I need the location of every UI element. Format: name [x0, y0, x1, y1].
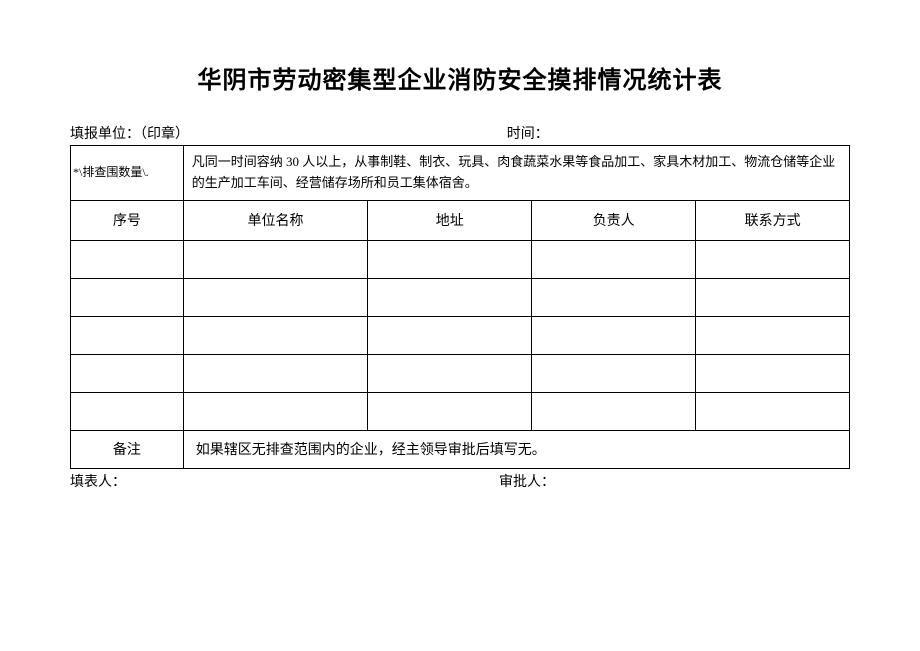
scope-description-cell: 凡同一时间容纳 30 人以上，从事制鞋、制衣、玩具、肉食蔬菜水果等食品加工、家具…: [183, 146, 849, 201]
table-row: [71, 354, 850, 392]
preparer-label: 填表人：: [70, 471, 499, 491]
col-header-unit-name: 单位名称: [183, 200, 367, 240]
reporting-unit-label: 填报单位：（印章）: [70, 123, 507, 143]
table-row: [71, 392, 850, 430]
table-row: [71, 240, 850, 278]
table-cell: [183, 240, 367, 278]
table-row: [71, 316, 850, 354]
table-cell: [532, 354, 696, 392]
table-cell: [696, 316, 850, 354]
table-cell: [71, 316, 184, 354]
table-cell: [696, 278, 850, 316]
table-cell: [183, 354, 367, 392]
footer-row: 填表人： 审批人：: [70, 471, 850, 491]
page-title: 华阴市劳动密集型企业消防安全摸排情况统计表: [70, 60, 850, 95]
table-row: [71, 278, 850, 316]
table-cell: [71, 354, 184, 392]
header-row: 填报单位：（印章） 时间：: [70, 123, 850, 143]
table-cell: [696, 240, 850, 278]
table-cell: [368, 354, 532, 392]
col-header-person: 负责人: [532, 200, 696, 240]
table-cell: [532, 392, 696, 430]
table-cell: [696, 354, 850, 392]
remark-row: 备注 如果辖区无排查范围内的企业，经主领导审批后填写无。: [71, 430, 850, 468]
table-cell: [368, 392, 532, 430]
table-cell: [71, 392, 184, 430]
table-cell: [183, 392, 367, 430]
data-table: *\排查围数量\. 凡同一时间容纳 30 人以上，从事制鞋、制衣、玩具、肉食蔬菜…: [70, 145, 850, 469]
table-cell: [368, 316, 532, 354]
table-cell: [532, 240, 696, 278]
remark-text-cell: 如果辖区无排查范围内的企业，经主领导审批后填写无。: [183, 430, 849, 468]
table-cell: [696, 392, 850, 430]
col-header-contact: 联系方式: [696, 200, 850, 240]
table-cell: [368, 278, 532, 316]
table-cell: [532, 278, 696, 316]
table-cell: [183, 316, 367, 354]
column-header-row: 序号 单位名称 地址 负责人 联系方式: [71, 200, 850, 240]
col-header-index: 序号: [71, 200, 184, 240]
table-cell: [183, 278, 367, 316]
table-cell: [368, 240, 532, 278]
table-cell: [71, 278, 184, 316]
table-cell: [71, 240, 184, 278]
col-header-address: 地址: [368, 200, 532, 240]
approver-label: 审批人：: [499, 471, 850, 491]
scope-label-cell: *\排查围数量\.: [71, 146, 184, 201]
time-label: 时间：: [507, 123, 850, 143]
remark-label-cell: 备注: [71, 430, 184, 468]
table-cell: [532, 316, 696, 354]
scope-row: *\排查围数量\. 凡同一时间容纳 30 人以上，从事制鞋、制衣、玩具、肉食蔬菜…: [71, 146, 850, 201]
